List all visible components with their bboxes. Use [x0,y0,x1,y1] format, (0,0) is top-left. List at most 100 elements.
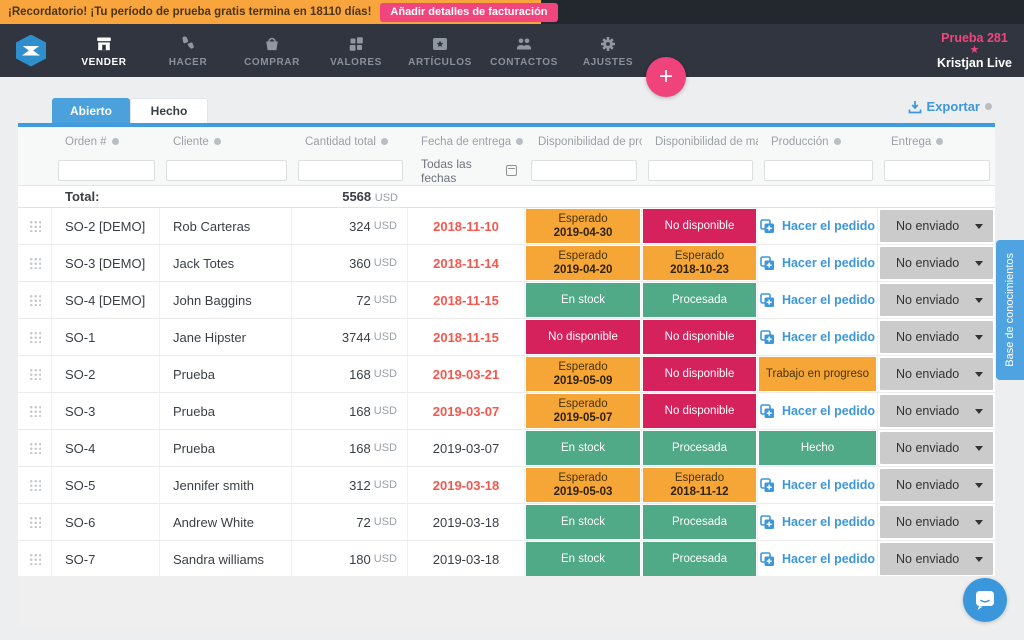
product-availability-chip: En stock [526,431,640,465]
make-order-button[interactable]: Hacer el pedido [759,255,876,271]
delivery-status-dropdown[interactable]: No enviado [880,284,993,316]
tab-abierto[interactable]: Abierto [52,98,130,123]
nav-item-comprar[interactable]: COMPRAR [230,24,314,77]
row-drag-handle[interactable] [18,504,52,540]
knowledge-base-tab[interactable]: Base de conocimientos [996,240,1024,380]
nav-item-valores[interactable]: VALORES [314,24,398,77]
row-drag-handle[interactable] [18,319,52,355]
col-material-availability[interactable]: Disponibilidad de ma... [655,135,758,148]
row-drag-handle[interactable] [18,208,52,244]
nav-item-vender[interactable]: VENDER [62,24,146,77]
trial-banner-text: ¡Recordatorio! ¡Tu período de prueba gra… [8,6,372,18]
table-row[interactable]: SO-4 [DEMO] John Baggins 72 USD 2018-11-1… [18,282,995,319]
drag-dots-icon [28,405,41,417]
delivery-date: 2018-11-10 [408,208,525,244]
create-order-icon [760,255,774,270]
column-menu-icon[interactable] [516,138,524,145]
add-new-button[interactable]: + [646,57,686,97]
row-drag-handle[interactable] [18,282,52,318]
col-client[interactable]: Cliente [160,136,292,148]
chat-button[interactable] [963,578,1007,622]
product-availability-cell: Esperado 2019-05-03 [525,467,642,503]
table-row[interactable]: SO-2 Prueba 168 USD 2019-03-21 Esperado 20… [18,356,995,393]
delivery-status-dropdown[interactable]: No enviado [880,543,993,575]
column-menu-icon[interactable] [936,138,944,145]
make-order-button[interactable]: Hacer el pedido [759,292,876,308]
material-availability-filter-input[interactable] [648,160,753,181]
account-info[interactable]: Prueba 281 ★ Kristjan Live [937,24,1012,77]
row-drag-handle[interactable] [18,467,52,503]
delivery-status-dropdown[interactable]: No enviado [880,247,993,279]
row-drag-handle[interactable] [18,393,52,429]
table-row[interactable]: SO-7 Sandra williams 180 USD 2019-03-18 E… [18,541,995,578]
col-order[interactable]: Orden # [52,136,160,148]
make-order-button[interactable]: Hacer el pedido [759,218,876,234]
tab-hecho[interactable]: Hecho [130,98,208,123]
delivery-status-dropdown[interactable]: No enviado [880,210,993,242]
delivery-cell: No enviado [878,282,995,318]
make-order-button[interactable]: Hacer el pedido [759,477,876,493]
export-button[interactable]: Exportar [908,99,992,114]
column-menu-icon[interactable] [380,138,388,145]
delivery-cell: No enviado [878,393,995,429]
make-order-label: Hacer el pedido [781,552,876,566]
row-drag-handle[interactable] [18,245,52,281]
delivery-filter-input[interactable] [884,160,990,181]
row-drag-handle[interactable] [18,541,52,577]
delivery-status-label: No enviado [896,404,960,418]
delivery-cell: No enviado [878,467,995,503]
table-row[interactable]: SO-5 Jennifer smith 312 USD 2019-03-18 Es… [18,467,995,504]
column-menu-icon[interactable] [213,138,221,145]
make-order-button[interactable]: Hacer el pedido [759,551,876,567]
delivery-status-dropdown[interactable]: No enviado [880,395,993,427]
date-filter[interactable]: Todas las fechas [408,157,525,185]
create-order-icon [760,403,774,418]
app-logo[interactable] [0,24,62,77]
create-order-icon [760,514,774,529]
delivery-status-dropdown[interactable]: No enviado [880,358,993,390]
column-menu-icon[interactable] [833,138,841,145]
make-order-button[interactable]: Hacer el pedido [759,514,876,530]
table-row[interactable]: SO-1 Jane Hipster 3744 USD 2018-11-15 No … [18,319,995,356]
column-settings-icon[interactable] [985,103,992,110]
col-delivery[interactable]: Entrega [878,136,995,148]
table-row[interactable]: SO-3 [DEMO] Jack Totes 360 USD 2018-11-14… [18,245,995,282]
create-order-icon [760,292,774,307]
col-amount[interactable]: Cantidad total [292,136,408,148]
material-availability-cell: No disponible [642,393,758,429]
nav-item-ajustes[interactable]: AJUSTES [566,24,650,77]
material-availability-chip: No disponible [643,357,756,391]
product-availability-filter-input[interactable] [531,160,637,181]
delivery-status-dropdown[interactable]: No enviado [880,432,993,464]
delivery-status-label: No enviado [896,441,960,455]
order-filter-input[interactable] [58,160,155,181]
material-availability-cell: Procesada [642,504,758,540]
table-row[interactable]: SO-4 Prueba 168 USD 2019-03-07 En stock P… [18,430,995,467]
delivery-status-dropdown[interactable]: No enviado [880,321,993,353]
make-order-button[interactable]: Hacer el pedido [759,403,876,419]
amount-filter-input[interactable] [298,160,403,181]
material-availability-cell: No disponible [642,208,758,244]
production-filter-input[interactable] [764,160,873,181]
make-order-button[interactable]: Hacer el pedido [759,329,876,345]
material-availability-chip: Esperado 2018-10-23 [643,246,756,280]
date-filter-label: Todas las fechas [421,156,472,185]
column-menu-icon[interactable] [111,138,119,145]
client-filter-input[interactable] [166,160,287,181]
nav-item-contactos[interactable]: CONTACTOS [482,24,566,77]
table-body: SO-2 [DEMO] Rob Carteras 324 USD 2018-11-… [18,208,995,578]
table-row[interactable]: SO-6 Andrew White 72 USD 2019-03-18 En st… [18,504,995,541]
col-date[interactable]: Fecha de entrega [408,136,525,148]
row-drag-handle[interactable] [18,356,52,392]
row-drag-handle[interactable] [18,430,52,466]
delivery-status-dropdown[interactable]: No enviado [880,506,993,538]
add-billing-details-button[interactable]: Añadir detalles de facturación [380,2,558,22]
nav-item-articulos[interactable]: ARTÍCULOS [398,24,482,77]
table-row[interactable]: SO-3 Prueba 168 USD 2019-03-07 Esperado 20… [18,393,995,430]
production-status-chip: Trabajo en progreso [759,357,876,391]
table-row[interactable]: SO-2 [DEMO] Rob Carteras 324 USD 2018-11-… [18,208,995,245]
col-product-availability[interactable]: Disponibilidad de pro... [538,135,642,148]
nav-item-hacer[interactable]: HACER [146,24,230,77]
delivery-status-dropdown[interactable]: No enviado [880,469,993,501]
col-production[interactable]: Producción [758,136,878,148]
